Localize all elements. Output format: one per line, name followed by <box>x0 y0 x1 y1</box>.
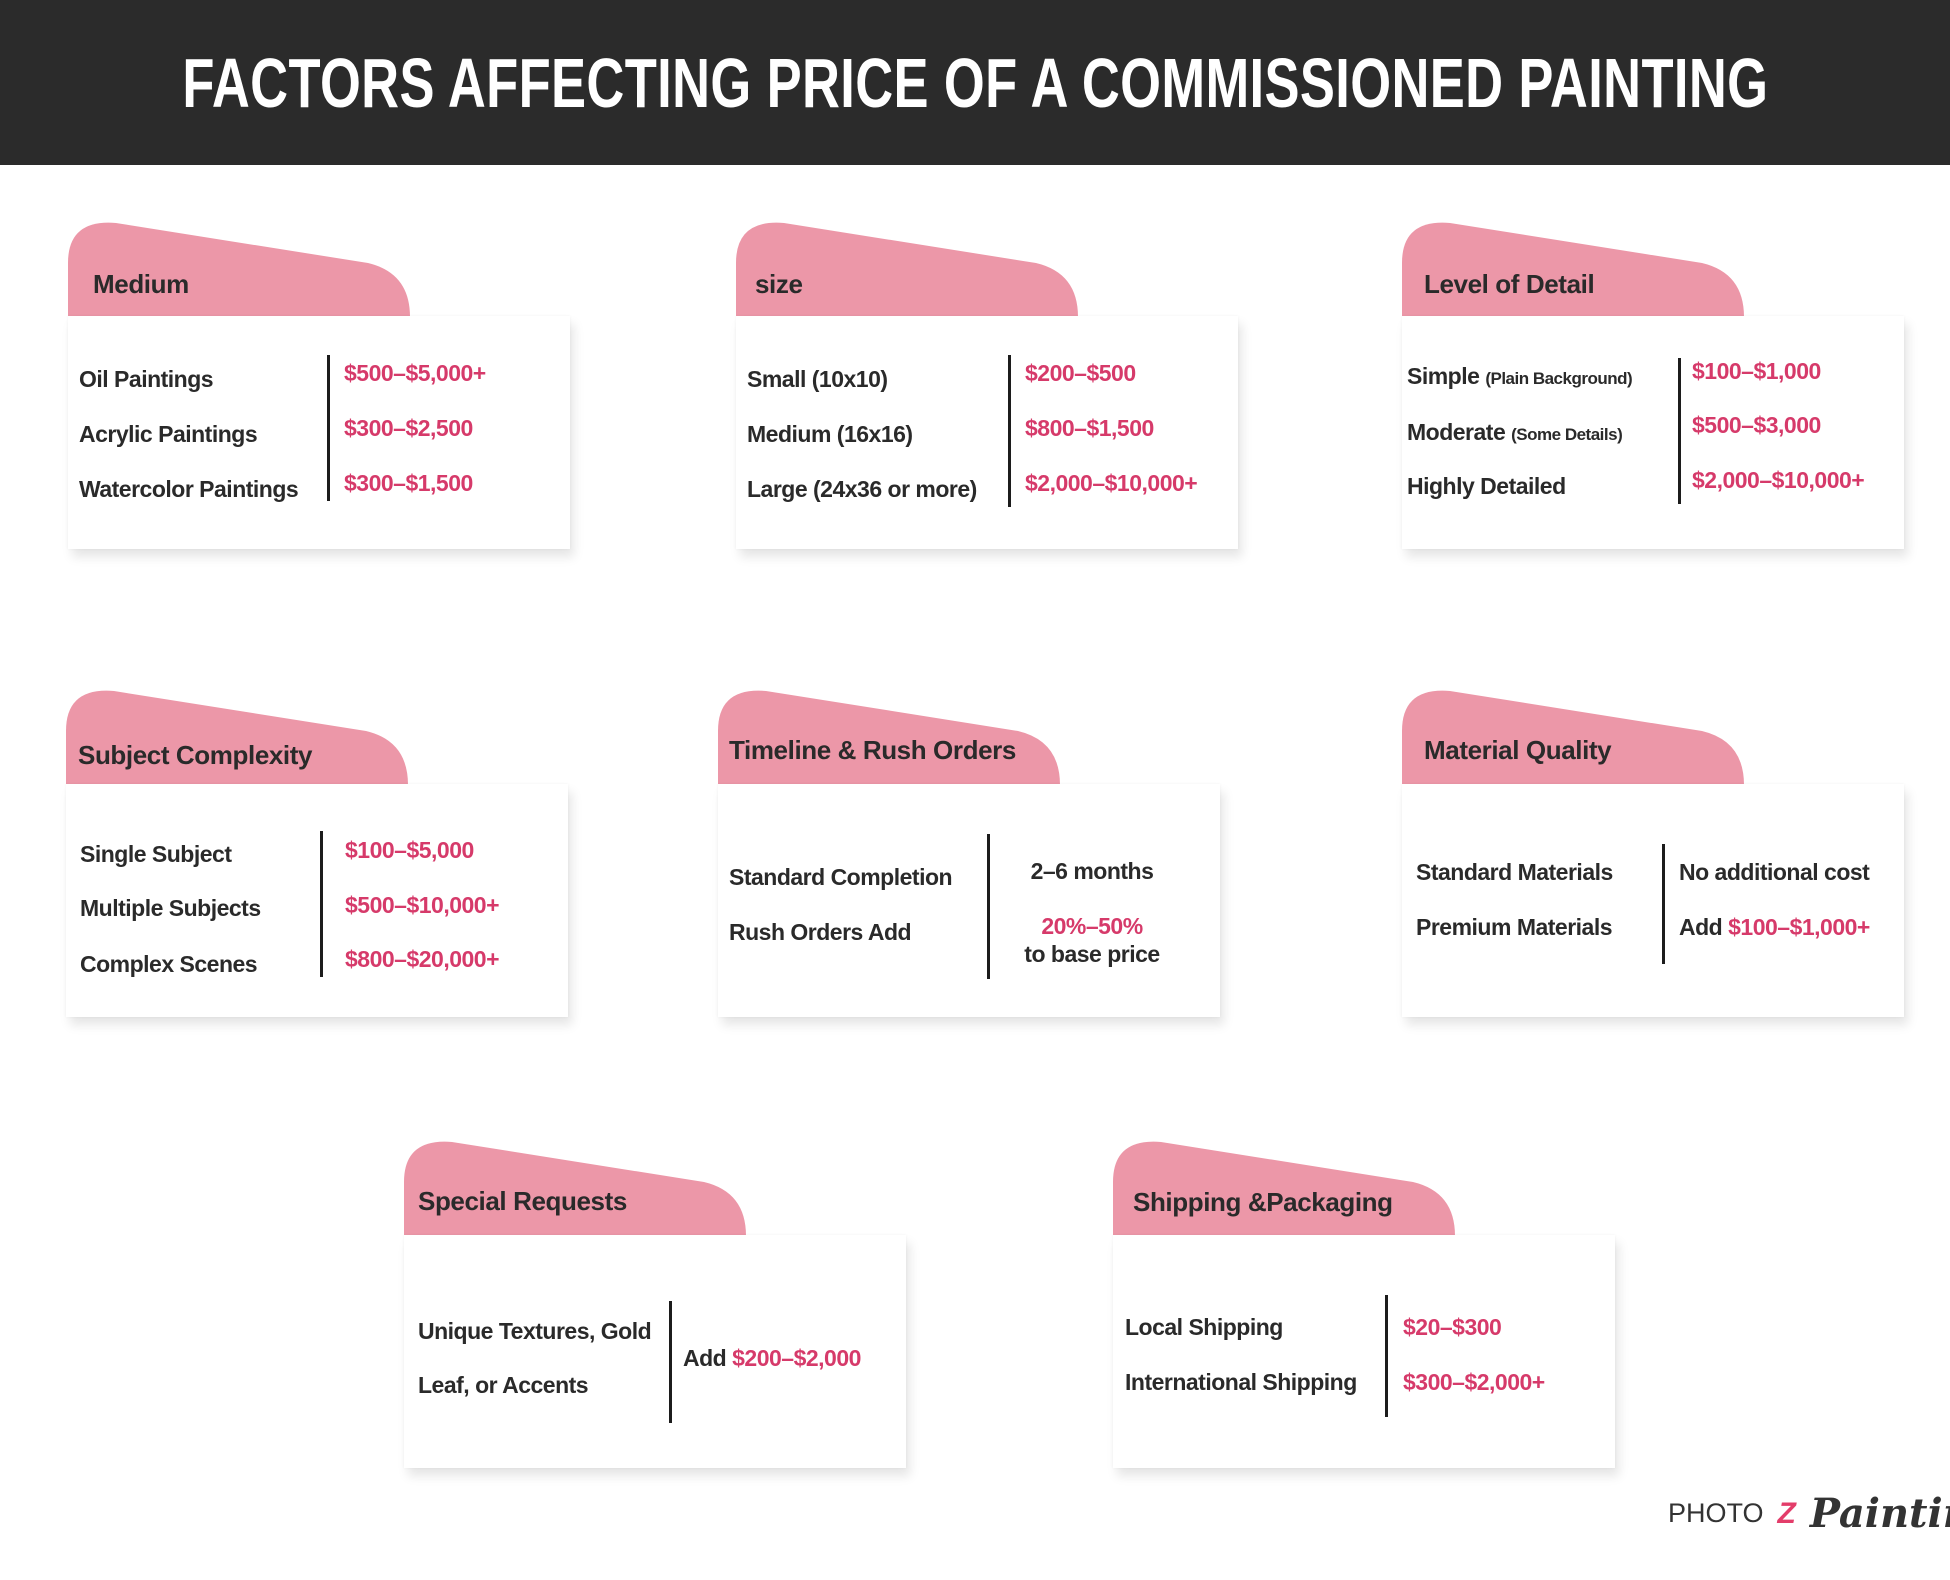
card-title: Level of Detail <box>1424 269 1595 299</box>
card-title: Medium <box>93 269 189 299</box>
card-title: Material Quality <box>1424 735 1612 765</box>
row-label: Multiple Subjects <box>80 895 261 921</box>
row-label: Medium (16x16) <box>747 421 913 447</box>
row-label: Rush Orders Add <box>729 919 912 945</box>
row-value: No additional cost <box>1679 859 1870 885</box>
card-title: size <box>755 269 803 299</box>
row-value: Add $200–$2,000 <box>683 1343 861 1373</box>
row-value: 2–6 months <box>1030 858 1154 884</box>
logo-photo-text: PHOTO <box>1668 1498 1764 1528</box>
divider <box>320 831 323 977</box>
row-value: $800–$20,000+ <box>345 946 500 972</box>
card-tab: size <box>736 221 1078 317</box>
row-value: $100–$1,000 <box>1692 358 1821 384</box>
card-body: Standard Materials Premium Materials No … <box>1402 784 1904 1017</box>
logo-z-mark: Z <box>1777 1496 1796 1530</box>
row-label: Simple (Plain Background) <box>1407 361 1633 394</box>
card-title: Shipping &Packaging <box>1133 1187 1393 1217</box>
row-label: Watercolor Paintings <box>79 476 299 502</box>
tab-shape <box>736 222 1078 317</box>
tab-shape <box>1113 1141 1455 1236</box>
divider <box>1678 358 1681 504</box>
row-label-note: (Some Details) <box>1511 425 1623 444</box>
row-label: International Shipping <box>1125 1369 1357 1395</box>
row-value: $500–$5,000+ <box>344 360 486 386</box>
value-amount: $100–$1,000+ <box>1728 914 1870 940</box>
divider <box>1662 844 1665 964</box>
row-label: Standard Materials <box>1416 859 1613 885</box>
row-label: Single Subject <box>80 841 232 867</box>
divider <box>669 1301 672 1423</box>
card-body: Unique Textures, Gold Leaf, or Accents A… <box>404 1235 906 1468</box>
row-value: $20–$300 <box>1403 1314 1502 1340</box>
row-label: Local Shipping <box>1125 1314 1283 1340</box>
tab-shape <box>404 1141 746 1236</box>
row-value: $2,000–$10,000+ <box>1692 467 1865 493</box>
card-tab: Material Quality <box>1402 689 1744 785</box>
card-body: Simple (Plain Background) Moderate (Some… <box>1402 316 1904 549</box>
card-tab: Special Requests <box>404 1140 746 1236</box>
card-title: Special Requests <box>418 1186 627 1216</box>
card-title: Timeline & Rush Orders <box>729 735 1016 765</box>
tab-shape <box>68 222 410 317</box>
card-tab: Shipping &Packaging <box>1113 1140 1455 1236</box>
card-body: Oil Paintings Acrylic Paintings Watercol… <box>68 316 570 549</box>
row-label: Moderate (Some Details) <box>1407 417 1623 450</box>
divider <box>327 355 330 501</box>
row-label: Acrylic Paintings <box>79 421 258 447</box>
card-title: Subject Complexity <box>78 740 313 770</box>
value-prefix: Add <box>683 1345 727 1371</box>
value-amount: $200–$2,000 <box>732 1345 861 1371</box>
card-body: Small (10x10) Medium (16x16) Large (24x3… <box>736 316 1238 549</box>
card-body: Single Subject Multiple Subjects Complex… <box>66 784 568 1017</box>
tab-shape <box>1402 690 1744 785</box>
card-tab: Subject Complexity <box>66 689 408 785</box>
card-tab: Level of Detail <box>1402 221 1744 317</box>
row-value: $2,000–$10,000+ <box>1025 470 1198 496</box>
card-body: Local Shipping International Shipping $2… <box>1113 1235 1615 1468</box>
row-value-note: to base price <box>1024 941 1160 967</box>
row-value: $100–$5,000 <box>345 837 474 863</box>
row-label: Highly Detailed <box>1407 473 1566 499</box>
divider <box>987 834 990 979</box>
row-value: $300–$2,500 <box>344 415 473 441</box>
row-value: $300–$2,000+ <box>1403 1369 1545 1395</box>
row-label-main: Simple <box>1407 363 1480 389</box>
row-label: Premium Materials <box>1416 914 1613 940</box>
tab-shape <box>66 690 408 785</box>
header-banner: FACTORS AFFECTING PRICE OF A COMMISSIONE… <box>0 0 1950 165</box>
divider <box>1385 1295 1388 1417</box>
row-label-note: (Plain Background) <box>1485 369 1633 388</box>
row-label: Large (24x36 or more) <box>747 476 977 502</box>
row-label: Standard Completion <box>729 864 953 890</box>
row-value: $300–$1,500 <box>344 470 473 496</box>
row-label: Complex Scenes <box>80 951 258 977</box>
row-label: Small (10x10) <box>747 366 888 392</box>
row-value: $500–$10,000+ <box>345 892 500 918</box>
row-value: 20%–50% <box>1041 913 1143 939</box>
row-value: Add $100–$1,000+ <box>1679 912 1870 942</box>
tab-shape <box>1402 222 1744 317</box>
row-value: $800–$1,500 <box>1025 415 1154 441</box>
row-label: Leaf, or Accents <box>418 1372 589 1398</box>
row-label: Unique Textures, Gold <box>418 1318 652 1344</box>
logo-script-text: Painting <box>1809 1490 1950 1537</box>
tab-shape <box>718 690 1060 785</box>
divider <box>1008 355 1011 507</box>
card-body: Standard Completion Rush Orders Add 2–6 … <box>718 784 1220 1017</box>
brand-logo: PHOTO Z Painting <box>1668 1490 1950 1537</box>
row-value: $500–$3,000 <box>1692 412 1821 438</box>
card-tab: Medium <box>68 221 410 317</box>
page-title: FACTORS AFFECTING PRICE OF A COMMISSIONE… <box>181 43 1769 122</box>
row-value: $200–$500 <box>1025 360 1136 386</box>
value-prefix: Add <box>1679 914 1723 940</box>
card-tab: Timeline & Rush Orders <box>718 689 1060 785</box>
row-label-main: Moderate <box>1407 419 1506 445</box>
row-label: Oil Paintings <box>79 366 214 392</box>
